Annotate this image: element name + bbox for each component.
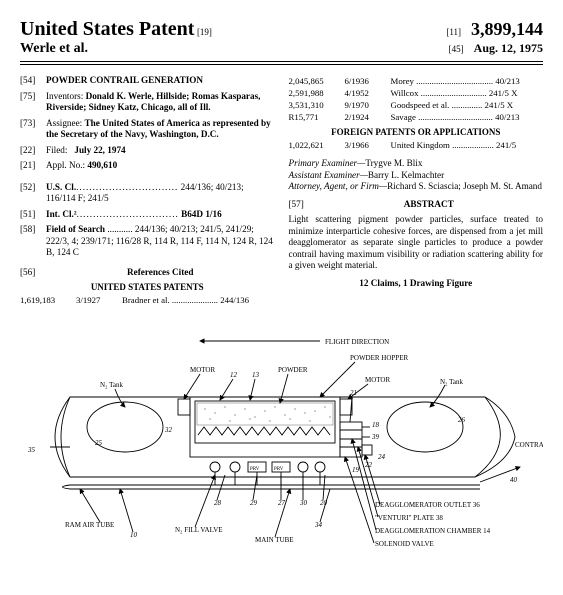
left-column: [54] POWDER CONTRAIL GENERATION [75] Inv… [20,75,275,307]
ref-num: 34 [314,521,323,529]
reference-row: 2,591,9884/1952Willcox .................… [289,88,544,99]
n2-tank-label: N₂ Tank [440,378,464,386]
ref-num: 39 [371,433,380,441]
motor-label: MOTOR [190,366,215,374]
powder-label: POWDER [278,366,308,374]
primary-examiner: Trygve M. Blix [365,158,422,168]
ref-num: 18 [372,421,380,429]
n2-tank-label: N₂ Tank [100,381,124,389]
field-label: Assignee: [46,118,82,128]
prv-label: PRV [250,467,260,472]
attorney: Richard S. Sciascia; Joseph M. St. Amand [387,181,542,191]
field-num: [22] [20,145,46,157]
ref-num: 28 [214,499,222,507]
patent-figure: FLIGHT DIRECTION 35 N₂ Tank N₂ Tank [20,327,543,560]
field-num: [56] [20,267,46,279]
ref-num: 35 [27,446,36,454]
ref-num: 26 [458,416,466,424]
code-45: [45] [449,44,464,54]
field-num: [58] [20,224,46,259]
prv-label: PRV [274,467,284,472]
foreign-patents-header: FOREIGN PATENTS OR APPLICATIONS [289,127,544,138]
ram-air-label: RAM AIR TUBE [65,521,114,529]
hopper-label: POWDER HOPPER [350,354,408,362]
appl-no: 490,610 [87,160,117,170]
field-num: [73] [20,118,46,141]
flight-direction-label: FLIGHT DIRECTION [325,338,389,346]
motor-label: MOTOR [365,376,390,384]
venturi-label: "VENTURI" PLATE 38 [375,514,443,522]
field-label: Field of Search [46,224,105,234]
ref-num: 32 [164,426,173,434]
biblio-columns: [54] POWDER CONTRAIL GENERATION [75] Inv… [20,75,543,307]
reference-row: 2,045,8656/1936Morey ...................… [289,76,544,87]
int-cl: B64D 1/16 [181,209,222,219]
patent-number: 3,899,144 [471,19,543,39]
attorney-label: Attorney, Agent, or Firm— [289,181,388,191]
field-label: Int. Cl.² [46,209,77,219]
ref-num: 13 [252,371,260,379]
patent-header: United States Patent [19] [11] 3,899,144… [20,18,543,57]
ref-num: 12 [230,371,238,379]
right-column: 2,045,8656/1936Morey ...................… [289,75,544,307]
ref-num: 40 [510,476,518,484]
country-title: United States Patent [20,18,194,40]
ref-num: 24 [378,453,386,461]
code-11: [11] [446,27,461,37]
abstract-header: ABSTRACT [404,199,454,209]
us-patents-header: UNITED STATES PATENTS [20,282,275,293]
ref-num: 21 [350,389,357,397]
ref-num: 19 [352,466,360,474]
main-tube-label: MAIN TUBE [255,536,294,544]
divider [20,64,543,65]
field-num: [57] [289,199,315,211]
field-label: Inventors: [46,91,83,101]
ref-num: 29 [250,499,258,507]
issue-date: Aug. 12, 1975 [474,41,543,55]
ref-num: 10 [130,531,138,539]
inventors-header: Werle et al. [20,41,88,57]
references-cited: References Cited [127,267,193,277]
reference-row: 1,022,6213/1966United Kingdom ..........… [289,140,544,151]
field-label: Filed: [46,145,67,155]
code-19: [19] [197,27,212,37]
field-num: [21] [20,160,46,172]
reference-row: 1,619,1833/1927Bradner et al. ..........… [20,295,275,306]
abstract-text: Light scattering pigment powder particle… [289,214,544,272]
primary-examiner-label: Primary Examiner— [289,158,366,168]
reference-row: 3,531,3109/1970Goodspeed et al. ........… [289,100,544,111]
assistant-examiner: Barry L. Kelmachter [368,170,444,180]
deag-chamber-label: DEAGGLOMERATION CHAMBER 14 [375,527,491,535]
n2-fill-label: N₂ FILL VALVE [175,526,223,534]
assistant-examiner-label: Assistant Examiner— [289,170,368,180]
ref-num: 25 [95,439,103,447]
solenoid-label: SOLENOID VALVE [375,540,434,548]
divider [20,61,543,62]
field-label: Appl. No.: [46,160,85,170]
title: POWDER CONTRAIL GENERATION [46,75,275,87]
reference-row: R15,7712/1924Savage ....................… [289,112,544,123]
field-num: [54] [20,75,46,87]
filed-date: July 22, 1974 [74,145,125,155]
deag-outlet-label: DEAGGLOMERATOR OUTLET 36 [375,501,480,509]
field-label: U.S. Cl. [46,182,76,192]
field-num: [75] [20,91,46,114]
ref-num: 30 [299,499,308,507]
claims-line: 12 Claims, 1 Drawing Figure [289,278,544,290]
contrail-label: CONTRAIL [515,441,543,449]
field-num: [51] [20,209,46,221]
field-num: [52] [20,182,46,205]
